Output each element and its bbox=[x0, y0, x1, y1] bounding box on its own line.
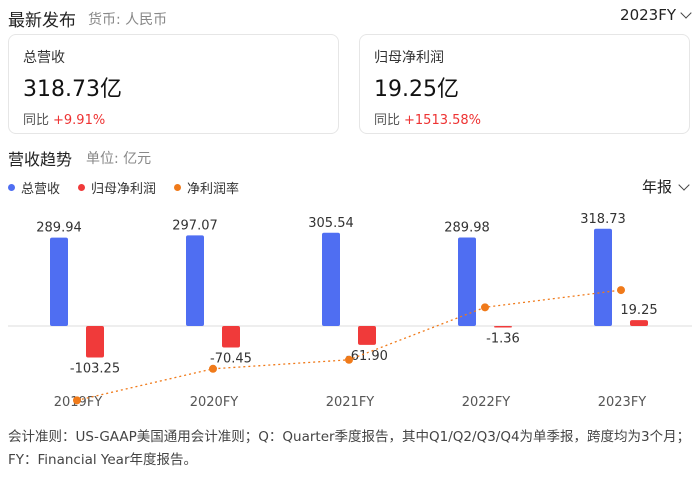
revenue-data-label: 305.54 bbox=[308, 216, 354, 231]
net-profit-data-label: -61.90 bbox=[346, 349, 388, 364]
revenue-data-label: 289.98 bbox=[444, 221, 490, 236]
net-margin-line bbox=[76, 289, 622, 401]
legend-revenue-label: 总营收 bbox=[21, 182, 61, 197]
net-profit-bar bbox=[86, 326, 104, 358]
revenue-bar bbox=[594, 228, 612, 326]
legend-net-profit-label: 归母净利润 bbox=[91, 182, 157, 197]
net-profit-yoy: 同比 +1513.58% bbox=[374, 109, 675, 128]
legend-net-profit-dot bbox=[78, 184, 86, 191]
chart-legend: 总营收 归母净利润 净利润率 bbox=[8, 178, 239, 197]
net-margin-point bbox=[617, 286, 625, 295]
unit-label: 单位: 亿元 bbox=[86, 151, 152, 167]
net-profit-bar bbox=[494, 326, 512, 328]
revenue-yoy-value: +9.91% bbox=[53, 113, 106, 128]
currency-label: 货币: 人民币 bbox=[88, 12, 168, 28]
legend-revenue-dot bbox=[8, 184, 15, 191]
net-profit-value: 19.25亿 bbox=[374, 77, 459, 102]
period-dropdown[interactable]: 2023FY bbox=[620, 6, 692, 24]
revenue-trend-chart: 289.94-103.252019FY297.07-70.452020FY305… bbox=[8, 212, 692, 410]
revenue-card: 总营收 318.73亿 同比 +9.91% bbox=[8, 34, 339, 134]
x-tick-label: 2021FY bbox=[326, 395, 375, 410]
net-profit-card: 归母净利润 19.25亿 同比 +1513.58% bbox=[359, 34, 690, 134]
x-tick-label: 2020FY bbox=[190, 395, 239, 410]
legend-net-margin-dot bbox=[174, 184, 182, 191]
revenue-bar bbox=[50, 237, 68, 326]
footnote: 会计准则：US-GAAP美国通用会计准则；Q：Quarter季度报告，其中Q1/… bbox=[8, 429, 691, 468]
revenue-data-label: 318.73 bbox=[580, 212, 626, 227]
net-profit-yoy-label: 同比 bbox=[374, 113, 401, 128]
legend-net-profit[interactable]: 归母净利润 bbox=[78, 178, 156, 197]
revenue-bar bbox=[322, 232, 340, 326]
net-profit-data-label: -1.36 bbox=[486, 332, 520, 347]
net-profit-bar bbox=[358, 326, 376, 345]
net-profit-label: 归母净利润 bbox=[374, 50, 444, 66]
revenue-yoy: 同比 +9.91% bbox=[23, 109, 324, 128]
period-value: 2023FY bbox=[620, 6, 676, 24]
revenue-value: 318.73亿 bbox=[23, 77, 122, 102]
net-profit-yoy-value: +1513.58% bbox=[404, 113, 482, 128]
net-margin-point bbox=[73, 396, 81, 405]
section-title-latest: 最新发布 bbox=[8, 11, 76, 31]
legend-net-margin[interactable]: 净利润率 bbox=[174, 178, 239, 197]
net-profit-bar bbox=[630, 320, 648, 326]
revenue-label: 总营收 bbox=[23, 50, 65, 66]
frequency-value: 年报 bbox=[641, 178, 672, 196]
net-margin-point bbox=[481, 303, 489, 312]
chevron-down-icon bbox=[680, 7, 692, 19]
net-profit-data-label: -103.25 bbox=[70, 361, 120, 376]
chevron-down-icon bbox=[678, 178, 690, 191]
net-profit-bar bbox=[222, 326, 240, 348]
net-margin-point bbox=[345, 355, 353, 364]
x-tick-label: 2023FY bbox=[598, 395, 647, 410]
frequency-dropdown[interactable]: 年报 bbox=[641, 176, 690, 197]
net-profit-data-label: 19.25 bbox=[620, 303, 657, 318]
legend-revenue[interactable]: 总营收 bbox=[8, 178, 60, 197]
revenue-trend-title: 营收趋势 bbox=[8, 150, 73, 169]
revenue-yoy-label: 同比 bbox=[23, 113, 50, 128]
revenue-data-label: 289.94 bbox=[36, 221, 82, 236]
revenue-bar bbox=[458, 237, 476, 326]
revenue-data-label: 297.07 bbox=[172, 218, 218, 233]
net-margin-point bbox=[209, 364, 217, 373]
net-profit-data-label: -70.45 bbox=[210, 351, 252, 366]
revenue-bar bbox=[186, 235, 204, 326]
legend-net-margin-label: 净利润率 bbox=[187, 182, 240, 197]
x-tick-label: 2022FY bbox=[462, 395, 511, 410]
